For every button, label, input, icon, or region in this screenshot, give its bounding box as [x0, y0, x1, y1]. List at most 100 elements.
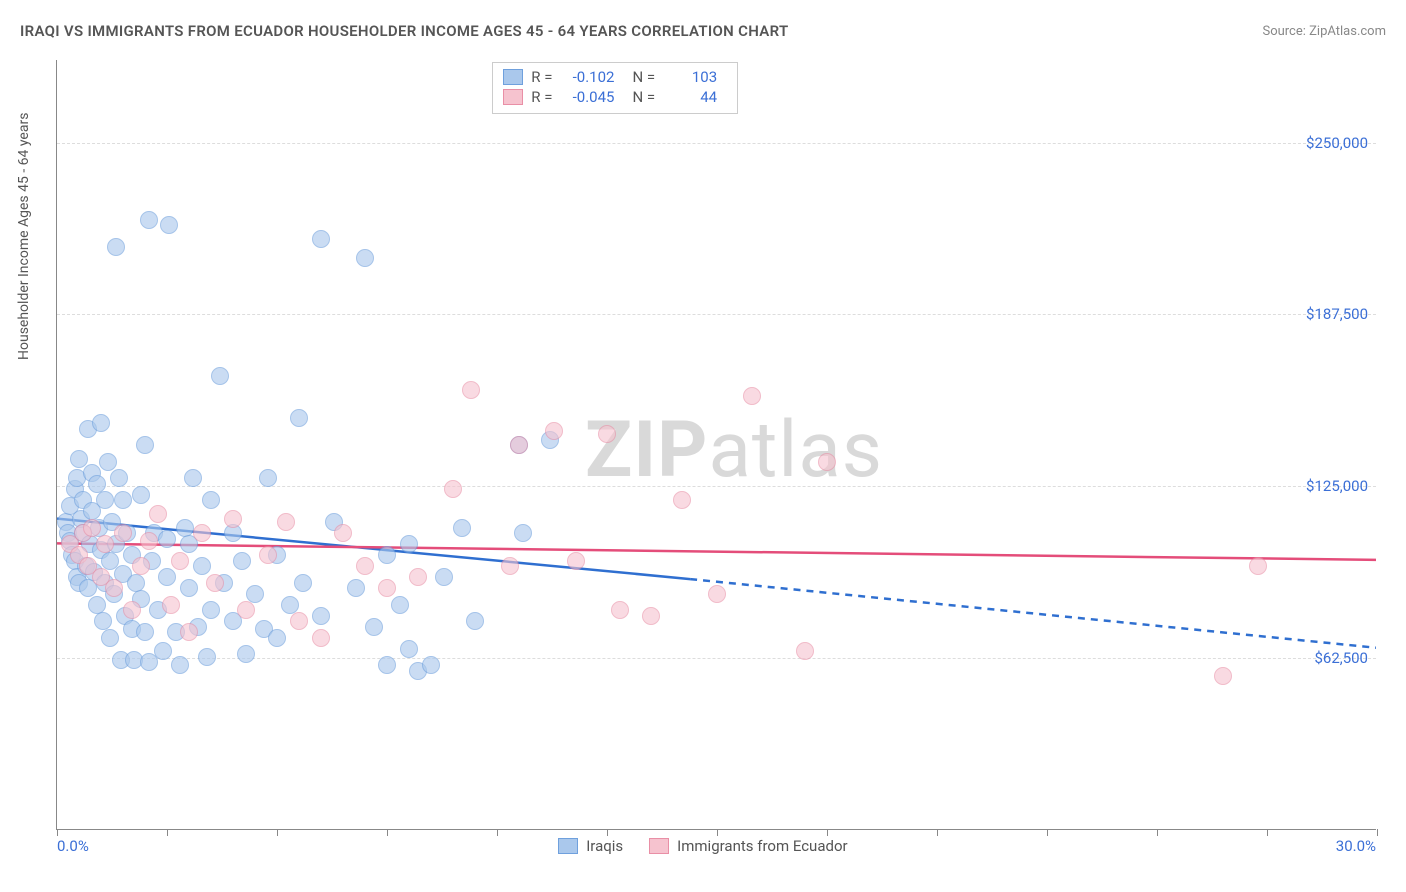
data-point: [176, 519, 194, 537]
data-point: [514, 524, 532, 542]
y-tick-label: $187,500: [1306, 305, 1368, 323]
data-point: [444, 480, 462, 498]
watermark: ZIPatlas: [585, 405, 883, 496]
data-point: [1249, 557, 1267, 575]
data-point: [378, 546, 396, 564]
legend-swatch: [503, 69, 523, 85]
data-point: [237, 601, 255, 619]
data-point: [356, 249, 374, 267]
data-point: [154, 642, 172, 660]
data-point: [114, 524, 132, 542]
gridline: [57, 314, 1376, 315]
data-point: [312, 607, 330, 625]
data-point: [211, 367, 229, 385]
stats-row: R =-0.102N =103: [503, 67, 727, 87]
data-point: [598, 425, 616, 443]
legend-swatch: [503, 89, 523, 105]
data-point: [158, 568, 176, 586]
data-point: [743, 387, 761, 405]
data-point: [356, 557, 374, 575]
x-tick: [827, 829, 828, 836]
y-tick-label: $125,000: [1306, 477, 1368, 495]
data-point: [567, 552, 585, 570]
legend-label: Iraqis: [586, 837, 623, 855]
data-point: [277, 513, 295, 531]
data-point: [193, 557, 211, 575]
data-point: [160, 216, 178, 234]
data-point: [365, 618, 383, 636]
data-point: [391, 596, 409, 614]
x-tick: [277, 829, 278, 836]
x-tick: [1157, 829, 1158, 836]
data-point: [114, 491, 132, 509]
data-point: [290, 612, 308, 630]
source-label: Source: ZipAtlas.com: [1262, 24, 1386, 39]
y-tick-label: $62,500: [1314, 649, 1368, 667]
data-point: [184, 469, 202, 487]
data-point: [409, 568, 427, 586]
data-point: [246, 585, 264, 603]
data-point: [312, 629, 330, 647]
data-point: [101, 629, 119, 647]
data-point: [281, 596, 299, 614]
x-tick: [1047, 829, 1048, 836]
data-point: [290, 409, 308, 427]
legend-label: Immigrants from Ecuador: [677, 837, 847, 855]
data-point: [708, 585, 726, 603]
data-point: [132, 486, 150, 504]
data-point: [132, 557, 150, 575]
data-point: [796, 642, 814, 660]
series-legend: Iraqis Immigrants from Ecuador: [558, 837, 865, 855]
scatter-plot: $62,500$125,000$187,500$250,0000.0%30.0%…: [56, 60, 1376, 830]
data-point: [237, 645, 255, 663]
gridline: [57, 486, 1376, 487]
data-point: [259, 469, 277, 487]
stats-row: R =-0.045N =44: [503, 87, 727, 107]
data-point: [312, 230, 330, 248]
data-point: [422, 656, 440, 674]
data-point: [545, 422, 563, 440]
data-point: [88, 596, 106, 614]
data-point: [347, 579, 365, 597]
data-point: [180, 623, 198, 641]
data-point: [171, 552, 189, 570]
data-point: [127, 574, 145, 592]
data-point: [818, 453, 836, 471]
gridline: [57, 143, 1376, 144]
data-point: [123, 601, 141, 619]
data-point: [673, 491, 691, 509]
data-point: [466, 612, 484, 630]
data-point: [193, 524, 211, 542]
data-point: [268, 629, 286, 647]
data-point: [642, 607, 660, 625]
data-point: [136, 436, 154, 454]
data-point: [202, 601, 220, 619]
chart-title: IRAQI VS IMMIGRANTS FROM ECUADOR HOUSEHO…: [20, 22, 788, 40]
x-tick: [1377, 829, 1378, 836]
data-point: [501, 557, 519, 575]
data-point: [88, 475, 106, 493]
data-point: [140, 211, 158, 229]
data-point: [136, 623, 154, 641]
y-tick-label: $250,000: [1306, 134, 1368, 152]
data-point: [83, 519, 101, 537]
x-tick: [497, 829, 498, 836]
x-tick: [387, 829, 388, 836]
data-point: [180, 579, 198, 597]
data-point: [96, 535, 114, 553]
data-point: [105, 579, 123, 597]
legend-swatch: [558, 838, 578, 854]
data-point: [453, 519, 471, 537]
gridline: [57, 658, 1376, 659]
data-point: [158, 530, 176, 548]
data-point: [224, 510, 242, 528]
data-point: [400, 640, 418, 658]
data-point: [1214, 667, 1232, 685]
data-point: [107, 238, 125, 256]
x-tick: [1267, 829, 1268, 836]
data-point: [294, 574, 312, 592]
data-point: [94, 612, 112, 630]
data-point: [462, 381, 480, 399]
x-min-label: 0.0%: [57, 837, 89, 855]
data-point: [334, 524, 352, 542]
